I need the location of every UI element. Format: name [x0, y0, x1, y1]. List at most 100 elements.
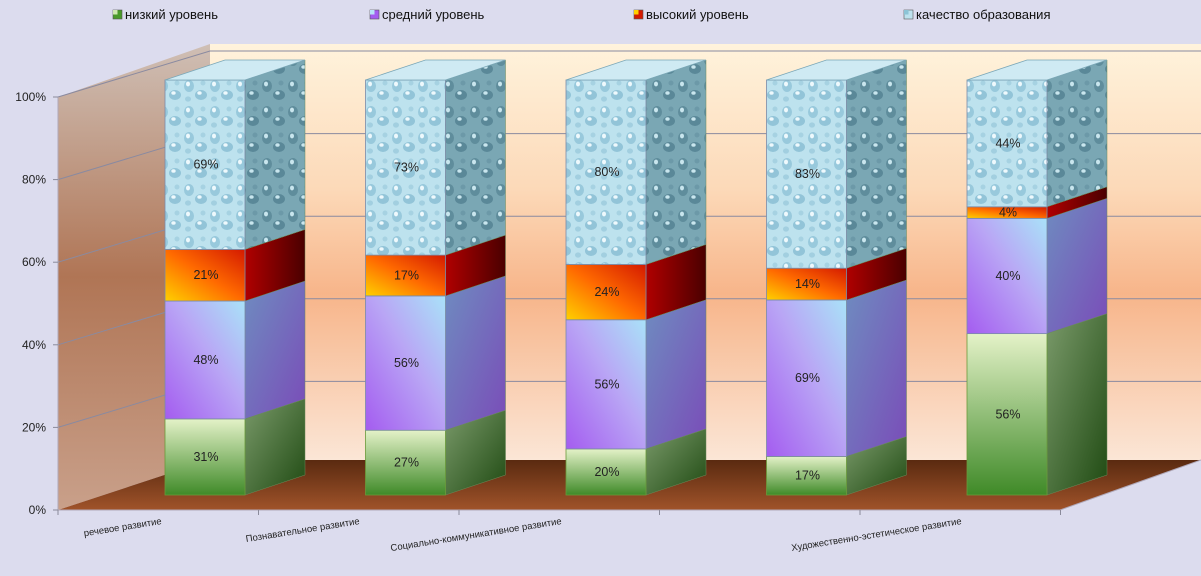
bar-segment: 27% — [365, 409, 506, 496]
bar-side — [445, 275, 506, 431]
bar — [966, 217, 1048, 335]
bar-side — [645, 299, 707, 450]
legend-label: средний уровень — [382, 7, 485, 22]
bar-side — [244, 59, 306, 250]
y-tick-label: 40% — [22, 338, 46, 352]
bar — [565, 448, 647, 496]
bar-segment: 80% — [565, 59, 707, 265]
x-axis: речевое развитие Познавательное развитие С… — [57, 510, 1061, 554]
bar — [565, 319, 647, 450]
bar — [365, 79, 446, 256]
bar-side — [846, 59, 907, 269]
bar-side — [1046, 197, 1108, 334]
legend-label: качество образования — [916, 7, 1050, 22]
bar — [565, 264, 647, 321]
bar-top — [365, 59, 506, 81]
bar-column: 20% 56% 24% 80% — [565, 59, 707, 496]
bar — [966, 79, 1048, 208]
data-label: 20% — [594, 465, 619, 479]
data-label: 21% — [193, 268, 218, 282]
y-tick-label: 80% — [22, 173, 46, 187]
x-tick-label: Познавательное развитие — [245, 516, 360, 545]
data-label: 40% — [995, 269, 1020, 283]
bar-side — [846, 279, 907, 457]
bar — [164, 300, 246, 420]
x-tick-label: Художественно-эстетическое развитие — [791, 516, 963, 554]
bar-segment: 21% — [164, 229, 306, 302]
bar-column: 17% 69% 14% 83% — [766, 59, 907, 496]
bar-segment: 40% — [966, 197, 1108, 335]
bar-side — [445, 59, 506, 256]
bar-side — [645, 59, 707, 265]
bar-top — [966, 59, 1108, 81]
bar-side — [1046, 59, 1108, 208]
legend-item: низкий уровень — [112, 7, 218, 22]
data-label: 44% — [995, 136, 1020, 150]
legend-swatch-highlight — [904, 10, 909, 15]
bar-segment: 31% — [164, 398, 306, 496]
data-label: 80% — [594, 165, 619, 179]
x-tick-label: речевое развитие — [83, 516, 163, 539]
data-label: 73% — [394, 161, 419, 175]
legend-label: низкий уровень — [125, 7, 218, 22]
bar-segment: 56% — [365, 275, 506, 431]
bar-segment: 44% — [966, 59, 1108, 208]
bar — [365, 254, 446, 297]
data-label: 17% — [394, 269, 419, 283]
x-tick-label: Социально-коммуникативное развитие — [390, 516, 563, 554]
bar — [164, 418, 246, 496]
data-label: 48% — [193, 353, 218, 367]
data-label: 31% — [193, 450, 218, 464]
legend-swatch-highlight — [113, 10, 118, 15]
legend-swatch-highlight — [370, 10, 375, 15]
y-tick-label: 20% — [22, 420, 46, 434]
bar-column: 56% 40% 4% 44% — [966, 59, 1108, 496]
bar-segment: 73% — [365, 59, 506, 256]
bar-top — [164, 59, 306, 81]
bar — [766, 79, 847, 269]
bar-segment: 14% — [766, 247, 907, 301]
chart-floor-right-edge — [1059, 459, 1201, 511]
data-label: 24% — [594, 285, 619, 299]
legend-item: средний уровень — [369, 7, 485, 22]
legend-item: качество образования — [903, 7, 1050, 22]
bar-segment: 48% — [164, 280, 306, 420]
bar-segment: 56% — [966, 313, 1108, 496]
bar-side — [244, 280, 306, 420]
bar — [766, 267, 847, 301]
bar-segment: 24% — [565, 244, 707, 321]
y-axis: 0% 20% 40% 60% 80% 100% — [15, 90, 59, 517]
y-tick-label: 0% — [29, 503, 47, 517]
data-label: 69% — [795, 371, 820, 385]
bar — [365, 429, 446, 496]
bar-segment: 69% — [766, 279, 907, 457]
bar — [164, 249, 246, 302]
y-tick-label: 60% — [22, 255, 46, 269]
data-label: 56% — [995, 407, 1020, 421]
bar — [565, 79, 647, 265]
bar-column: 27% 56% 17% 73% — [365, 59, 506, 496]
data-label: 27% — [394, 456, 419, 470]
data-label: 17% — [795, 469, 820, 483]
data-label: 56% — [394, 356, 419, 370]
bar-top — [766, 59, 907, 81]
bar-side — [1046, 313, 1108, 496]
bar-segment: 4% — [966, 186, 1108, 220]
bar-segment: 83% — [766, 59, 907, 269]
bar-segment: 69% — [164, 59, 306, 250]
bar — [164, 79, 246, 250]
legend-swatch-highlight — [634, 10, 639, 15]
bar-segment: 56% — [565, 299, 707, 450]
y-tick-label: 100% — [15, 90, 46, 104]
data-label: 4% — [999, 206, 1017, 220]
legend-label: высокий уровень — [646, 7, 749, 22]
bar-column: 31% 48% 21% 69% — [164, 59, 306, 496]
legend: низкий уровень средний уровень высокий уро… — [112, 7, 1050, 22]
data-label: 14% — [795, 277, 820, 291]
bar — [766, 456, 847, 496]
legend-item: высокий уровень — [633, 7, 749, 22]
gridline — [57, 50, 1201, 98]
bar-segment: 17% — [766, 436, 907, 496]
data-label: 69% — [193, 158, 218, 172]
